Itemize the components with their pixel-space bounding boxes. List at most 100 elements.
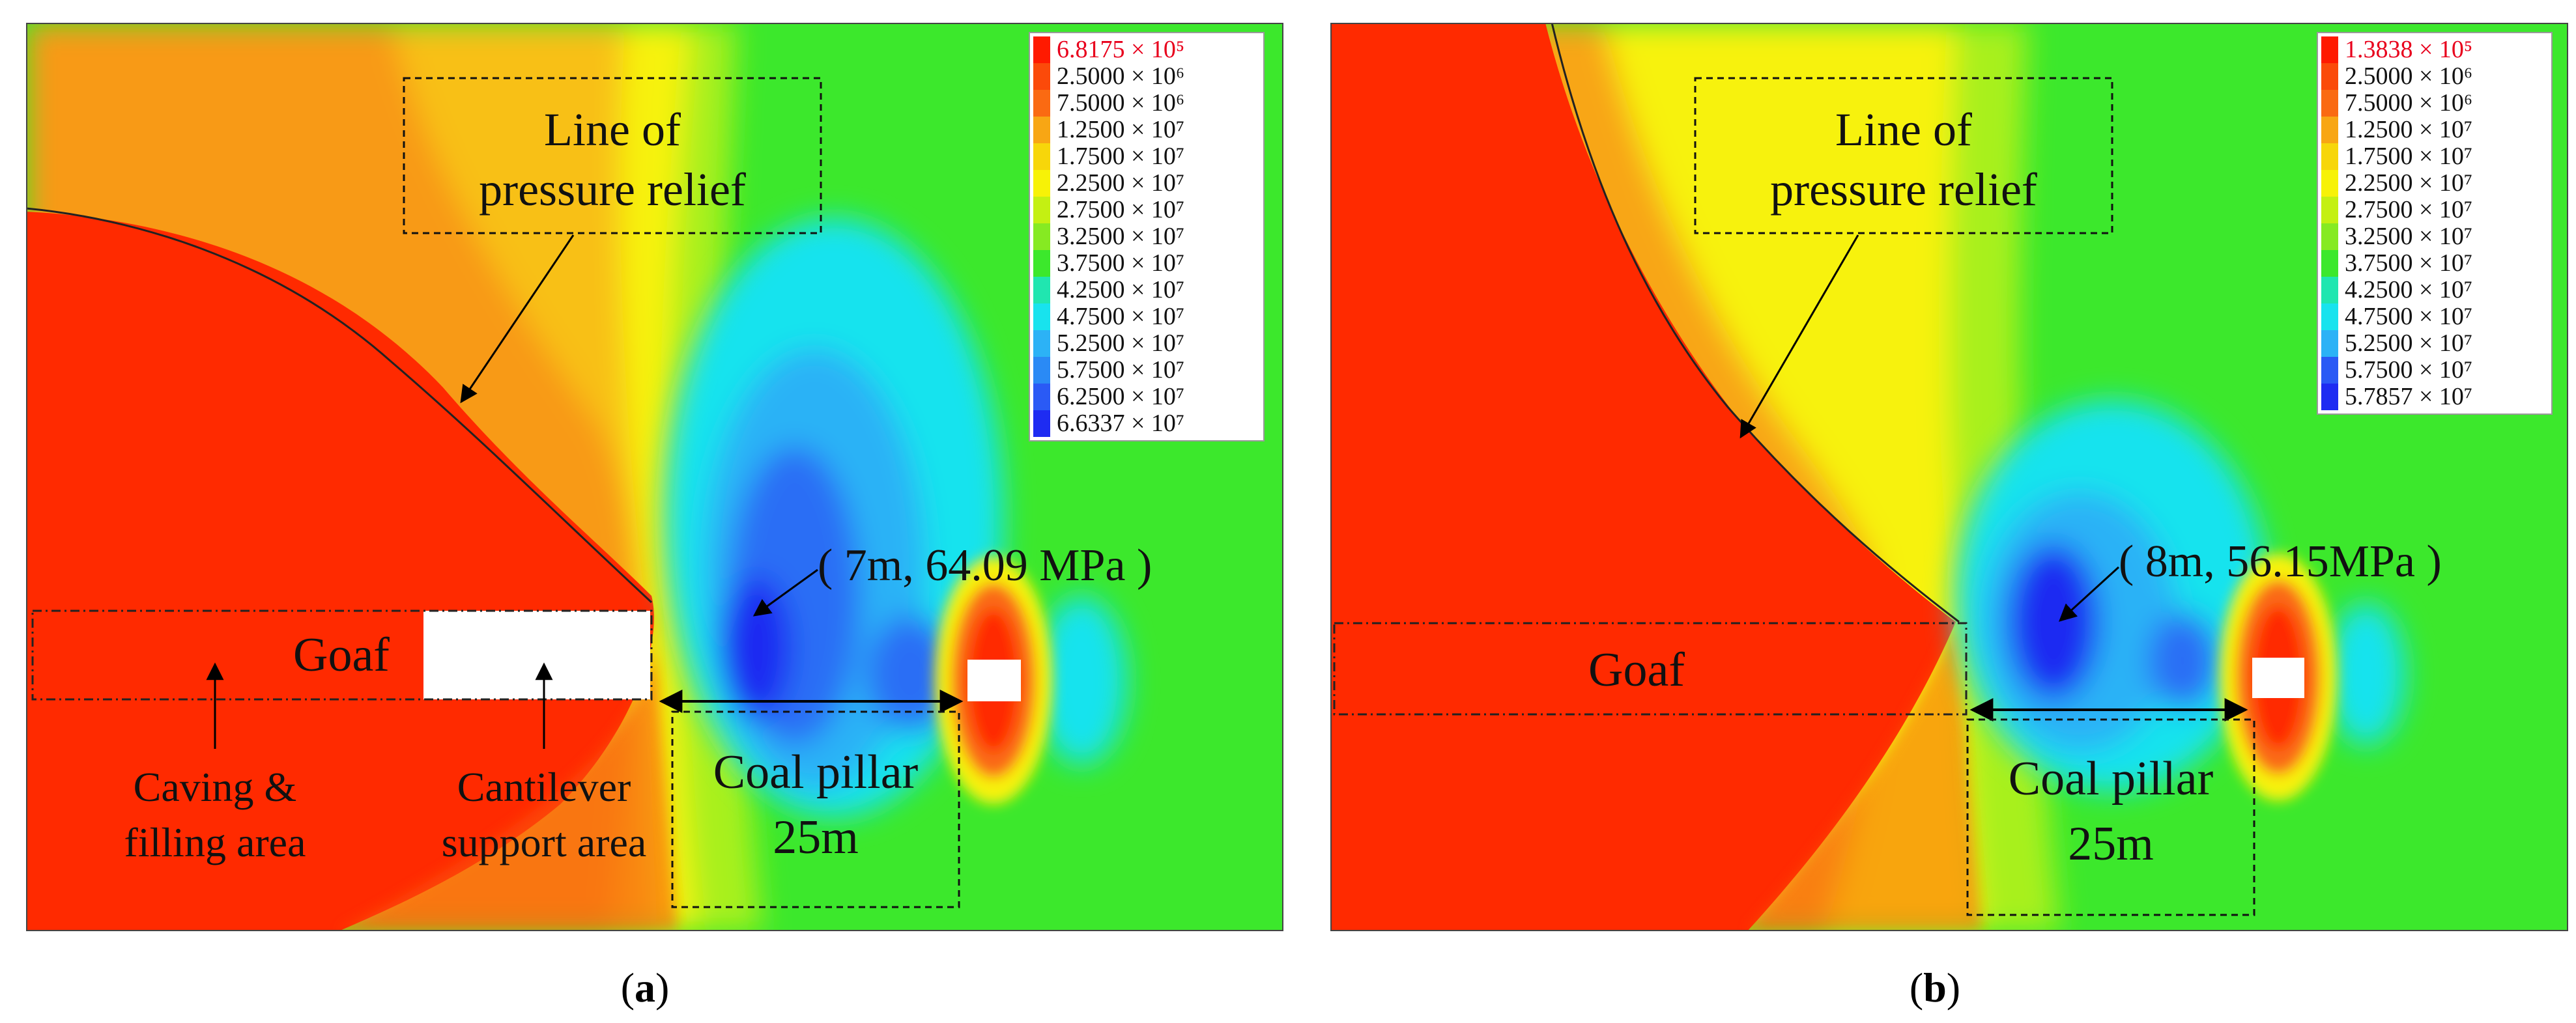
legend-label: 3.7500 × 10⁷: [2345, 249, 2472, 277]
legend-label: 1.2500 × 10⁷: [2345, 116, 2472, 143]
legend-swatch: [2321, 197, 2338, 223]
legend-swatch: [2321, 63, 2338, 90]
roadway-opening-b: [2252, 658, 2304, 698]
caption-a-letter: a: [635, 964, 655, 1011]
goaf-red-region: [26, 212, 654, 931]
plot-frame-b: [1330, 23, 2568, 931]
pressure-relief-box: [403, 77, 822, 234]
coal-pillar-box-b: [1966, 718, 2255, 916]
legend-label: 2.2500 × 10⁷: [2345, 169, 2472, 197]
stress-right-cyan: [1036, 596, 1127, 765]
coal-pillar-label-2: 25m: [773, 811, 859, 864]
caving-label-2: filling area: [124, 819, 306, 865]
legend-swatch: [1033, 36, 1050, 63]
stress-peak-arrow-b: [2059, 566, 2120, 622]
pressure-relief-label-2-b: pressure relief: [1770, 163, 2037, 216]
coal-pillar-label-2-b: 25m: [2068, 817, 2154, 871]
legend-swatch: [2321, 223, 2338, 250]
legend-background: [1029, 32, 1265, 441]
caving-label-1: Caving &: [134, 764, 297, 810]
goaf-red-region-b: [1330, 23, 1956, 931]
legend-label: 1.7500 × 10⁷: [2345, 143, 2472, 170]
stress-peak-label-b: ( 8m, 56.15MPa ): [2119, 537, 2442, 587]
legend-swatch: [2321, 357, 2338, 384]
legend-swatch: [1033, 143, 1050, 170]
legend-swatch: [1033, 90, 1050, 117]
pressure-relief-curve: [26, 207, 653, 604]
pressure-relief-arrow-b: [1739, 234, 1859, 439]
legend-swatch: [2321, 330, 2338, 357]
pressure-relief-box-b: [1694, 77, 2113, 234]
caption-b-open: (: [1909, 964, 1924, 1011]
caption-a: (a): [547, 964, 743, 1012]
legend-label: 2.7500 × 10⁷: [1057, 196, 1184, 223]
legend-background: [2317, 32, 2553, 415]
contour-plot-b: Line of pressure relief ( 8m, 56.15MPa )…: [1330, 23, 2568, 931]
legend-swatch: [2321, 170, 2338, 197]
stress-right-cyan-b: [2327, 602, 2405, 746]
coal-pillar-label-1-b: Coal pillar: [2009, 752, 2213, 806]
legend-label: 4.2500 × 10⁷: [1057, 276, 1184, 303]
legend-label: 6.2500 × 10⁷: [1057, 383, 1184, 410]
legend-label: 7.5000 × 10⁶: [1057, 89, 1184, 117]
goaf-label-b: Goaf: [1588, 643, 1685, 697]
coal-pillar-box: [671, 710, 960, 908]
caption-b-close: ): [1946, 964, 1961, 1011]
legend-label: 4.7500 × 10⁷: [2345, 303, 2472, 330]
legend-swatch: [1033, 384, 1050, 410]
legend-swatch: [2321, 90, 2338, 117]
legend-label: 2.2500 × 10⁷: [1057, 169, 1184, 197]
legend-label: 1.7500 × 10⁷: [1057, 143, 1184, 170]
legend-swatch: [2321, 143, 2338, 170]
goaf-red-fringe: [339, 609, 678, 931]
legend-label: 3.7500 × 10⁷: [1057, 249, 1184, 277]
legend-swatch: [1033, 277, 1050, 303]
caption-b-letter: b: [1923, 964, 1947, 1011]
legend-label: 5.2500 × 10⁷: [1057, 329, 1184, 357]
legend-label: 5.7857 × 10⁷: [2345, 383, 2472, 410]
stress-peak-blue: [720, 576, 792, 720]
pressure-relief-label-1: Line of: [544, 104, 681, 156]
legend-swatch: [1033, 250, 1050, 277]
legend-label: 3.2500 × 10⁷: [2345, 223, 2472, 250]
legend-swatch: [1033, 197, 1050, 223]
goaf-dash-box: [31, 610, 653, 701]
legend-label: 6.6337 × 10⁷: [1057, 410, 1184, 437]
legend-swatch: [2321, 303, 2338, 330]
stress-peak-label: ( 7m, 64.09 MPa ): [818, 540, 1152, 591]
legend-label: 4.7500 × 10⁷: [1057, 303, 1184, 330]
legend-label: 2.5000 × 10⁶: [2345, 63, 2472, 90]
goaf-label: Goaf: [293, 628, 390, 682]
plot-frame-a: [26, 23, 1283, 931]
pressure-relief-curve-b: [1551, 23, 1960, 623]
goaf-red-fringe-b: [1747, 622, 1982, 931]
caption-a-open: (: [620, 964, 635, 1011]
legend-label: 7.5000 × 10⁶: [2345, 89, 2472, 117]
legend-label: 1.2500 × 10⁷: [1057, 116, 1184, 143]
pressure-relief-label-2: pressure relief: [479, 163, 746, 216]
legend-swatch: [1033, 330, 1050, 357]
legend-swatch: [1033, 63, 1050, 90]
legend-label: 4.2500 × 10⁷: [2345, 276, 2472, 303]
contour-plot-a: Line of pressure relief ( 7m, 64.09 MPa …: [26, 23, 1283, 931]
roadway-opening: [967, 660, 1021, 701]
legend-swatch: [2321, 36, 2338, 63]
cantilever-block: [423, 611, 650, 699]
stress-contour-panel-a: Line of pressure relief ( 7m, 64.09 MPa …: [26, 23, 1283, 957]
legend-label: 5.2500 × 10⁷: [2345, 329, 2472, 357]
legend-swatch: [2321, 117, 2338, 143]
goaf-dash-box-b: [1333, 622, 1968, 716]
cantilever-label-1: Cantilever: [457, 764, 631, 810]
legend-swatch: [1033, 170, 1050, 197]
stress-peak-blue-b: [2008, 544, 2099, 700]
stress-secondary-blue-b: [2148, 612, 2220, 710]
caption-b: (b): [1837, 964, 2033, 1012]
legend-label: 1.3838 × 10⁵: [2345, 36, 2472, 63]
coal-pillar-label-1: Coal pillar: [713, 746, 918, 799]
stress-peak-arrow: [752, 568, 818, 617]
legend-swatch: [1033, 117, 1050, 143]
legend-swatch: [2321, 277, 2338, 303]
pressure-relief-arrow: [460, 234, 575, 404]
